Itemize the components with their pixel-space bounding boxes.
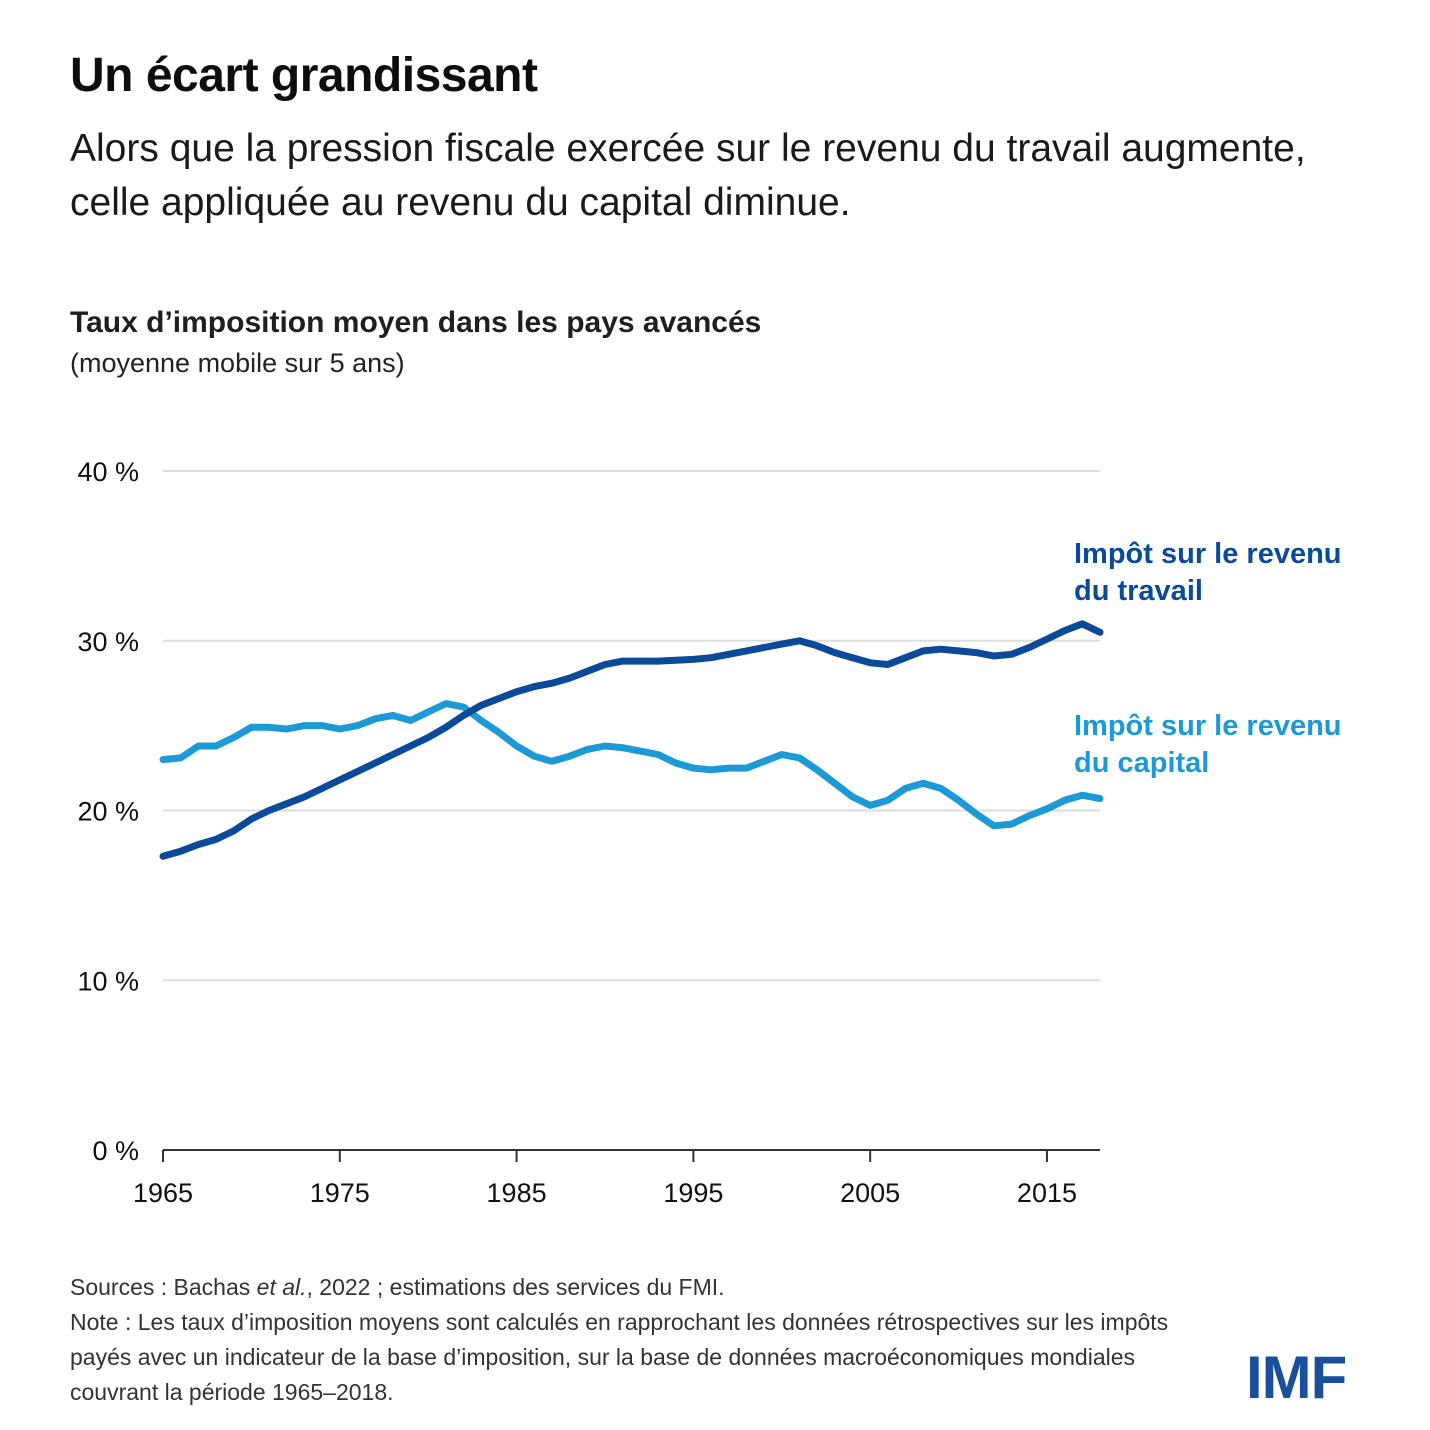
chart-subtitle: (moyenne mobile sur 5 ans)	[70, 348, 405, 378]
y-tick-label: 40 %	[77, 457, 139, 487]
sources-italic: et al.	[256, 1274, 307, 1300]
chart-title: Taux d’imposition moyen dans les pays av…	[70, 306, 762, 339]
imf-logo: IMF	[1246, 1344, 1347, 1411]
series-label-line: du capital	[1074, 747, 1210, 779]
note-text: Note : Les taux d’imposition moyens sont…	[70, 1309, 1169, 1405]
series-line-labour	[159, 620, 1104, 860]
x-tick-label: 1965	[133, 1178, 193, 1208]
series-line-capital	[159, 700, 1104, 830]
sources-text: Sources : Bachas et al., 2022 ; estimati…	[70, 1270, 1210, 1305]
x-tick-label: 2005	[840, 1178, 900, 1208]
gridlines	[163, 470, 1100, 982]
series-label-capital: Impôt sur le revenu du capital	[1074, 708, 1342, 782]
y-axis-tick-labels: 0 % 10 % 20 % 30 % 40 %	[77, 457, 139, 1166]
y-tick-label: 10 %	[77, 966, 139, 996]
x-tick-label: 1985	[487, 1178, 547, 1208]
page-subtitle: Alors que la pression fiscale exercée su…	[70, 127, 1306, 224]
series-label-line: du travail	[1074, 575, 1203, 607]
y-tick-label: 30 %	[77, 627, 139, 657]
page-title: Un écart grandissant	[70, 49, 538, 102]
series-label-line: Impôt sur le revenu	[1074, 538, 1342, 570]
x-tick-label: 2015	[1017, 1178, 1077, 1208]
y-tick-label: 0 %	[92, 1136, 139, 1166]
series-label-labour: Impôt sur le revenu du travail	[1074, 536, 1342, 610]
series-lines	[159, 620, 1104, 860]
series-label-line: Impôt sur le revenu	[1074, 710, 1342, 742]
sources-prefix: Sources : Bachas	[70, 1274, 257, 1300]
x-tick-label: 1975	[310, 1178, 370, 1208]
sources-suffix: , 2022 ; estimations des services du FMI…	[306, 1274, 725, 1300]
footer-notes: Sources : Bachas et al., 2022 ; estimati…	[70, 1270, 1210, 1410]
y-tick-label: 20 %	[77, 797, 139, 827]
x-axis: 1965 1975 1985 1995 2005 2015	[133, 1149, 1100, 1208]
x-tick-label: 1995	[663, 1178, 723, 1208]
